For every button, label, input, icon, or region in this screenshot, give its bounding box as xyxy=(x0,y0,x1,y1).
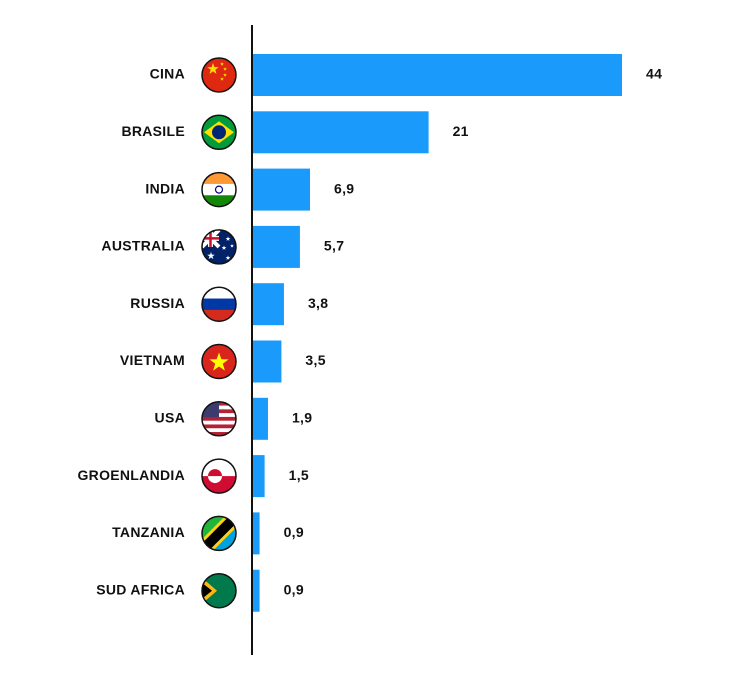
flag-border xyxy=(201,114,237,151)
category-label: VIETNAM xyxy=(120,352,185,368)
category-label: TANZANIA xyxy=(112,524,185,540)
flag-stripe xyxy=(202,195,236,207)
bar xyxy=(253,283,284,326)
flag-border xyxy=(201,171,237,208)
value-label: 21 xyxy=(453,123,469,139)
flag-star xyxy=(223,67,227,71)
flag-border xyxy=(201,286,237,322)
flag xyxy=(202,459,236,494)
flag-star xyxy=(209,352,229,371)
flag-disc xyxy=(208,476,222,484)
flag-disc xyxy=(208,469,222,477)
flag-border xyxy=(201,343,237,380)
bar xyxy=(253,397,268,440)
flag-stripe xyxy=(202,416,236,422)
flag-stripe xyxy=(202,309,236,322)
flag-wheel xyxy=(214,185,224,194)
flag xyxy=(202,573,236,608)
bar xyxy=(253,340,282,383)
flag-tri xyxy=(202,582,212,599)
flag-border xyxy=(201,57,237,93)
bar xyxy=(253,455,265,498)
flag-border xyxy=(201,401,237,437)
flag-border xyxy=(201,229,237,265)
value-label: 6,9 xyxy=(334,180,354,196)
flag-star xyxy=(207,251,215,260)
value-label: 1,9 xyxy=(292,410,312,426)
flag-border xyxy=(201,515,237,552)
flag-stripe xyxy=(202,432,236,436)
flag-star xyxy=(220,77,224,81)
flag-stripe xyxy=(202,287,236,300)
bar xyxy=(253,111,429,154)
flag-stripe xyxy=(202,428,236,433)
flag-border xyxy=(201,458,237,494)
bar xyxy=(253,225,300,268)
bar xyxy=(253,54,622,96)
flag-star xyxy=(223,73,227,77)
value-label: 1,5 xyxy=(289,467,309,483)
flag-stripe xyxy=(202,424,236,429)
flag-star xyxy=(220,62,224,66)
flag-band xyxy=(202,516,236,551)
flag-stripe xyxy=(202,172,236,185)
flag-star xyxy=(221,245,227,250)
flag-star xyxy=(225,236,231,241)
flag xyxy=(202,115,236,150)
bar xyxy=(253,569,260,612)
bar xyxy=(253,168,311,211)
category-label: RUSSIA xyxy=(130,295,185,311)
flag xyxy=(202,287,236,322)
flag-star xyxy=(207,63,219,74)
category-label: INDIA xyxy=(145,180,185,196)
category-label: AUSTRALIA xyxy=(101,238,185,254)
flag xyxy=(202,172,236,207)
value-label: 3,5 xyxy=(305,352,325,368)
flag-stripe xyxy=(202,420,236,425)
value-label: 5,7 xyxy=(324,238,344,254)
flag-border xyxy=(201,572,237,609)
flag xyxy=(202,516,236,551)
flag-stripe xyxy=(202,298,236,311)
value-label: 0,9 xyxy=(284,581,304,597)
bar xyxy=(253,512,260,555)
category-label: GROENLANDIA xyxy=(77,467,185,483)
category-label: CINA xyxy=(150,66,185,82)
category-label: BRASILE xyxy=(121,123,185,139)
category-label: SUD AFRICA xyxy=(96,581,185,597)
flag-globe xyxy=(212,125,226,140)
flag-stripe xyxy=(202,183,236,196)
value-label: 3,8 xyxy=(308,295,328,311)
flag xyxy=(202,58,236,92)
flag-bg xyxy=(202,58,236,92)
value-label: 44 xyxy=(646,66,662,82)
flag-star xyxy=(225,255,231,260)
flag xyxy=(202,344,236,379)
value-label: 0,9 xyxy=(284,524,304,540)
category-label: USA xyxy=(155,410,185,426)
flag-star xyxy=(230,243,234,248)
